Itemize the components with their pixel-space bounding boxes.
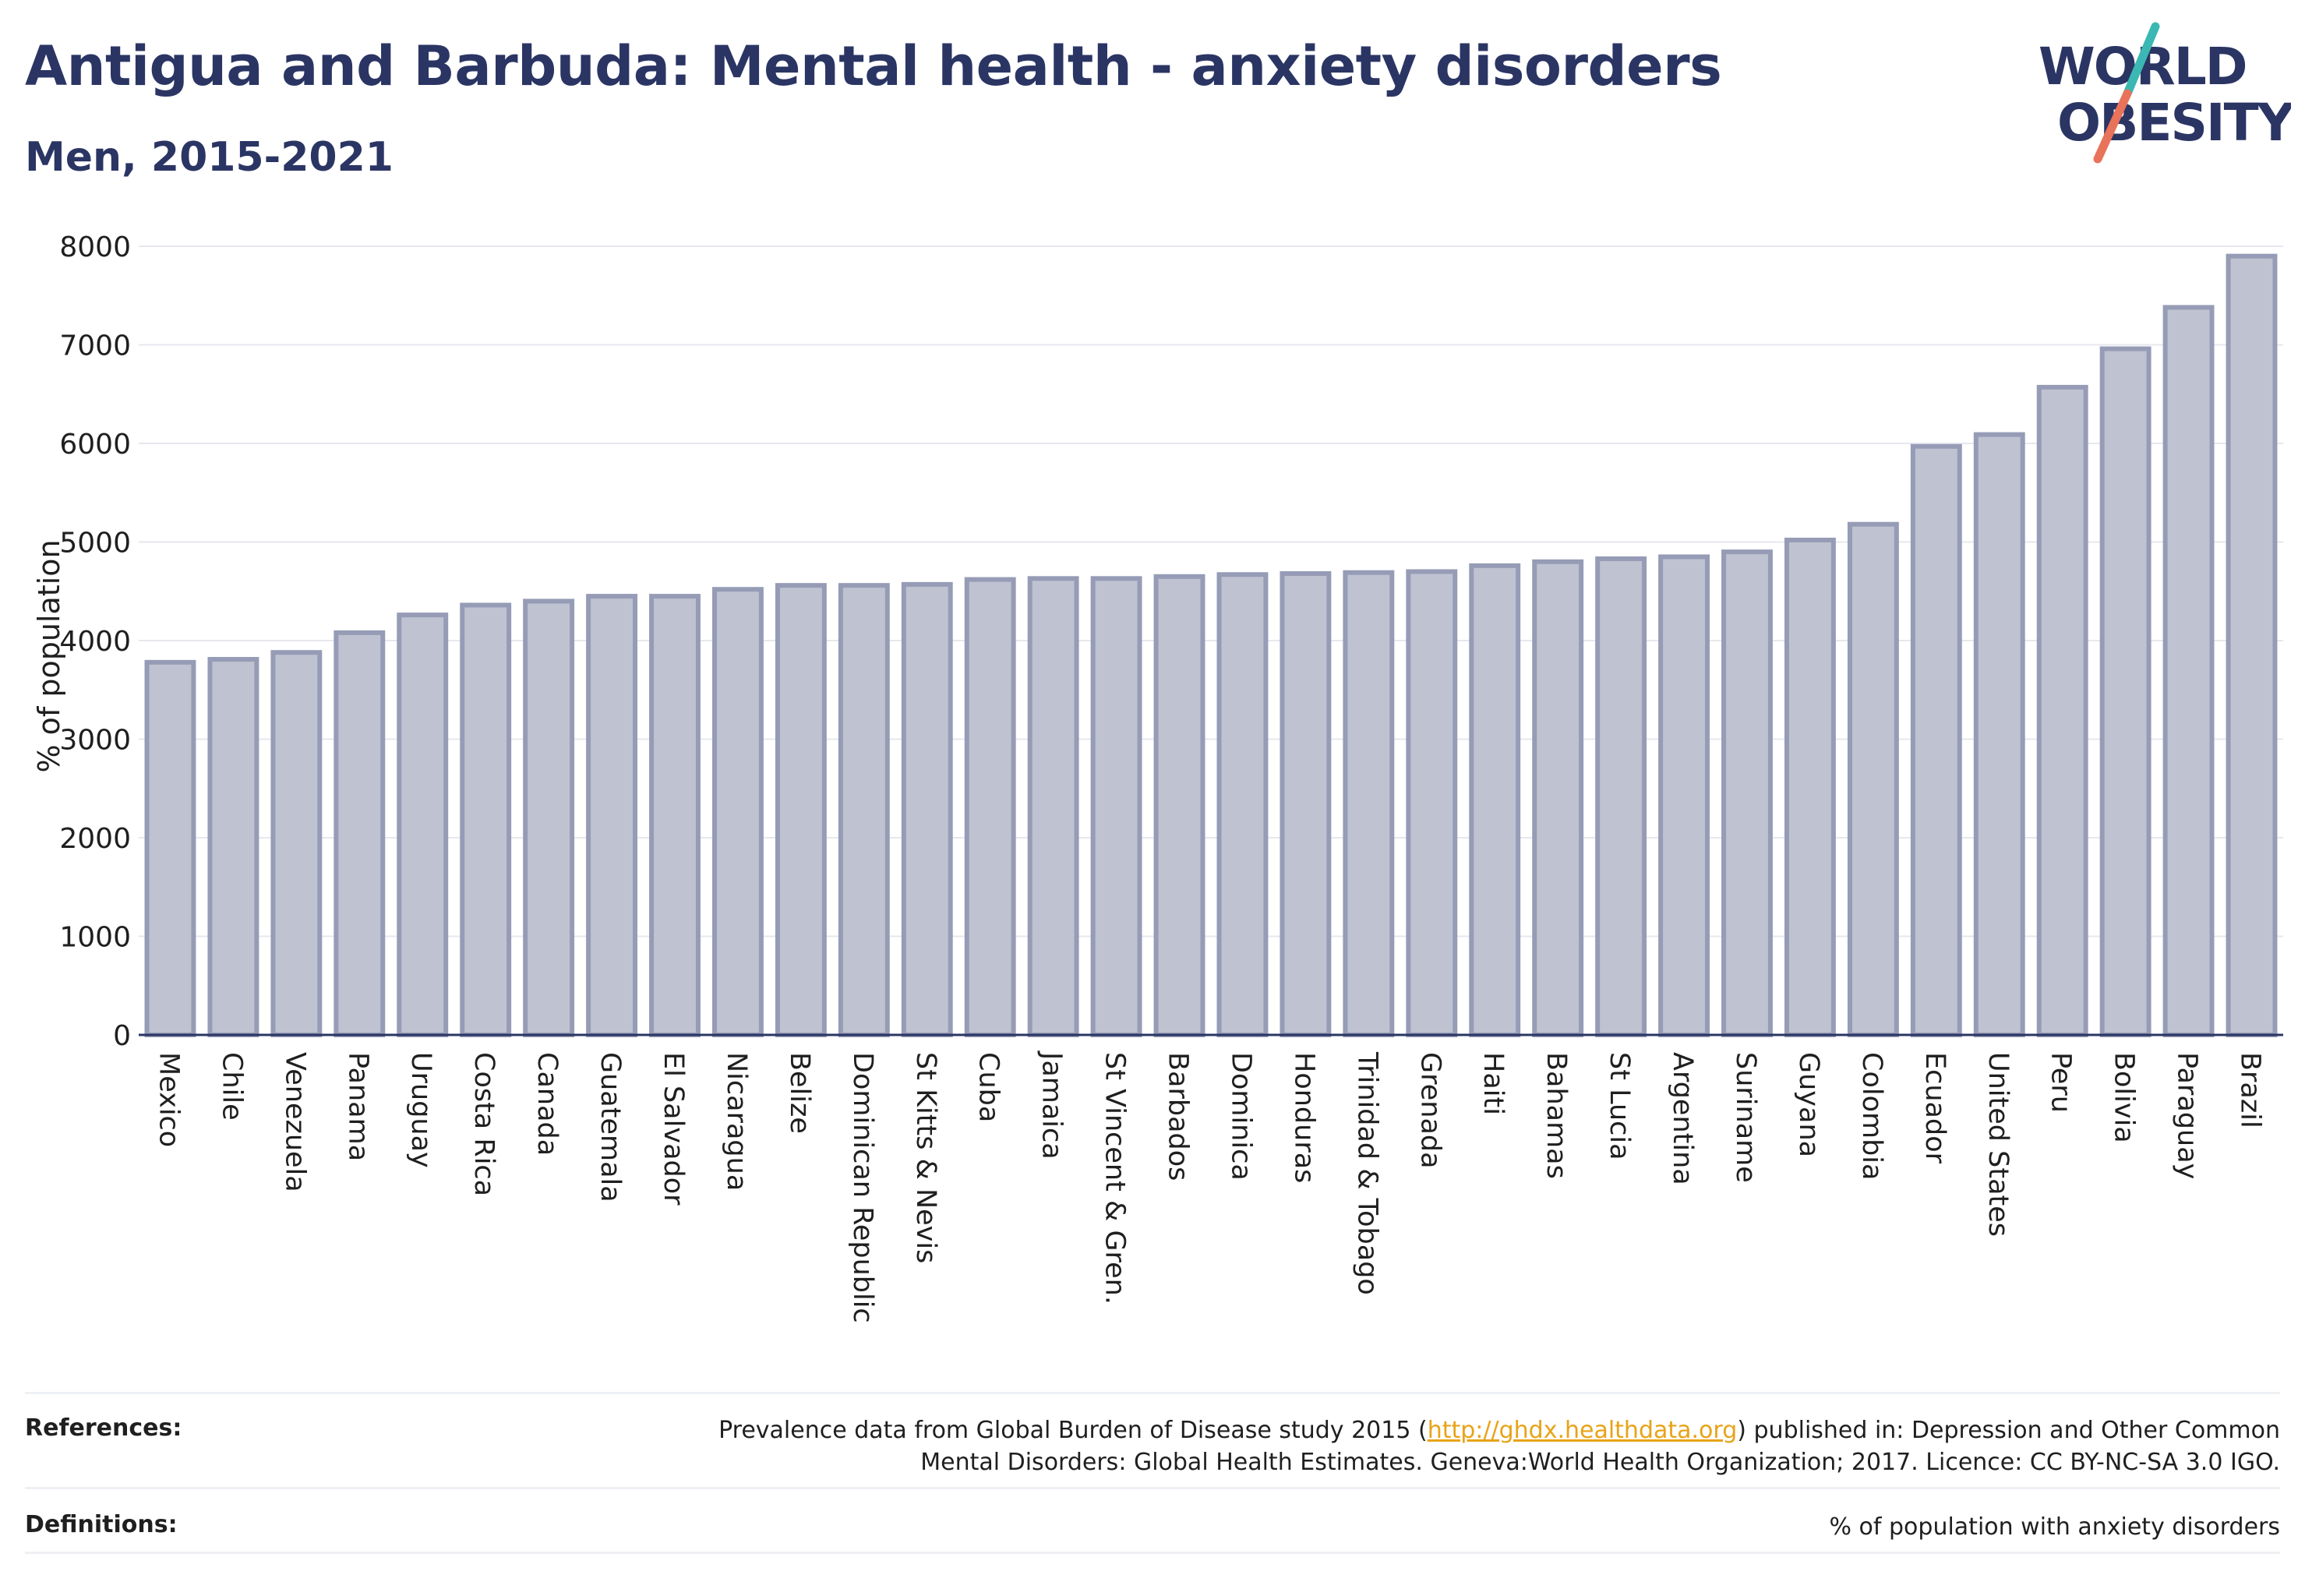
bar xyxy=(1973,432,2025,1037)
logo-word-obesity: OBESITY xyxy=(2057,93,2291,153)
x-tick-label: Colombia xyxy=(1856,1052,1887,1180)
x-tick-label: Grenada xyxy=(1414,1052,1445,1169)
y-tick-label: 6000 xyxy=(59,429,131,461)
bar xyxy=(1280,570,1332,1037)
x-tick-label: Argentina xyxy=(1667,1052,1698,1185)
y-tick-label: 0 xyxy=(113,1020,131,1052)
y-tick-labels: 0 1000 2000 3000 4000 5000 6000 7000 8000 xyxy=(59,231,131,1052)
definitions-label: Definitions: xyxy=(25,1511,178,1538)
bar xyxy=(1532,559,1584,1037)
definitions-text: % of population with anxiety disorders xyxy=(1829,1513,2280,1541)
x-tick-label: Nicaragua xyxy=(721,1052,752,1191)
references-text-start: Prevalence data from Global Burden of Di… xyxy=(718,1417,1428,1444)
x-tick-labels: Mexico Chile Venezuela Panama Uruguay Costa R… xyxy=(153,1050,2265,1323)
bar-chart: 0 1000 2000 3000 4000 5000 6000 7000 8000 Mexico… xyxy=(32,231,2283,1323)
bar xyxy=(1910,443,1962,1037)
logo-slash-coral xyxy=(2093,89,2132,164)
bars xyxy=(144,253,2278,1038)
x-tick-label: Mexico xyxy=(153,1052,184,1147)
x-tick-label: Brazil xyxy=(2235,1052,2266,1128)
bar xyxy=(711,587,764,1037)
x-tick-label: United States xyxy=(1982,1052,2014,1237)
bar xyxy=(1595,556,1647,1037)
definitions-row: Definitions: % of population with anxiet… xyxy=(25,1487,2280,1554)
bar xyxy=(334,630,386,1037)
x-tick-label: Cuba xyxy=(973,1052,1004,1122)
x-tick-label: Jamaica xyxy=(1036,1050,1068,1160)
references-row: References: Prevalence data from Global … xyxy=(25,1392,2280,1487)
x-tick-label: Bolivia xyxy=(2109,1052,2140,1143)
x-tick-label: Chile xyxy=(216,1052,247,1121)
bar xyxy=(1216,572,1269,1037)
x-tick-label: Haiti xyxy=(1477,1052,1509,1115)
bar xyxy=(586,594,638,1037)
references-text-line2: Mental Disorders: Global Health Estimate… xyxy=(920,1449,2280,1476)
x-tick-label: Dominica xyxy=(1225,1052,1256,1181)
x-tick-label: Honduras xyxy=(1288,1052,1319,1183)
footer: References: Prevalence data from Global … xyxy=(25,1392,2280,1554)
bar xyxy=(1469,563,1521,1037)
bar xyxy=(964,577,1016,1037)
logo-slash-teal xyxy=(2123,22,2160,98)
bar xyxy=(1153,574,1205,1037)
x-tick-label: St Vincent & Gren. xyxy=(1100,1052,1131,1305)
bar xyxy=(649,594,701,1037)
y-tick-label: 4000 xyxy=(59,626,131,658)
references-text: Prevalence data from Global Burden of Di… xyxy=(718,1414,2280,1487)
y-tick-label: 2000 xyxy=(59,823,131,855)
x-tick-label: Suriname xyxy=(1730,1052,1761,1183)
bar xyxy=(838,583,890,1037)
x-tick-label: El Salvador xyxy=(658,1052,689,1206)
bar xyxy=(1343,570,1395,1037)
bar xyxy=(1784,537,1836,1037)
references-text-end: ) published in: Depression and Other Com… xyxy=(1737,1417,2280,1444)
bar xyxy=(207,657,259,1037)
y-axis-label: % of population xyxy=(32,539,66,772)
y-tick-label: 1000 xyxy=(59,922,131,954)
bar xyxy=(2226,253,2278,1037)
x-tick-label: Trinidad & Tobago xyxy=(1351,1051,1382,1295)
x-tick-label: Costa Rica xyxy=(468,1052,499,1196)
y-tick-label: 7000 xyxy=(59,330,131,362)
x-tick-label: St Kitts & Nevis xyxy=(910,1052,941,1263)
x-tick-label: Canada xyxy=(531,1052,563,1156)
bar xyxy=(775,583,827,1037)
x-tick-label: Belize xyxy=(784,1052,815,1134)
bar xyxy=(1658,554,1710,1037)
x-tick-label: St Lucia xyxy=(1604,1052,1635,1160)
bar xyxy=(901,581,953,1037)
y-tick-label: 5000 xyxy=(59,528,131,560)
references-label: References: xyxy=(25,1414,182,1442)
x-tick-label: Ecuador xyxy=(1919,1052,1950,1164)
references-link[interactable]: http://ghdx.healthdata.org xyxy=(1427,1417,1738,1444)
bar xyxy=(144,659,196,1038)
bar xyxy=(2036,384,2088,1037)
x-tick-label: Guyana xyxy=(1793,1052,1824,1157)
y-tick-label: 8000 xyxy=(59,231,131,263)
x-tick-label: Peru xyxy=(2046,1052,2077,1113)
chart-title: Antigua and Barbuda: Mental health - anx… xyxy=(25,34,1722,98)
x-tick-label: Uruguay xyxy=(405,1052,436,1168)
y-tick-label: 3000 xyxy=(59,725,131,757)
bar xyxy=(397,613,449,1037)
x-tick-label: Panama xyxy=(342,1052,373,1161)
x-tick-label: Guatemala xyxy=(595,1052,626,1202)
bar xyxy=(460,602,512,1037)
bar xyxy=(2162,305,2215,1037)
x-tick-label: Paraguay xyxy=(2172,1052,2203,1179)
chart-subtitle: Men, 2015-2021 xyxy=(25,134,394,181)
bar xyxy=(523,598,575,1037)
x-tick-label: Dominican Republic xyxy=(847,1052,878,1323)
x-tick-label: Barbados xyxy=(1163,1052,1194,1181)
bar xyxy=(1721,549,1773,1037)
x-tick-label: Venezuela xyxy=(279,1052,310,1192)
x-tick-label: Bahamas xyxy=(1541,1052,1572,1179)
bar xyxy=(270,650,323,1037)
world-obesity-logo: WORLD OBESITY xyxy=(2038,22,2291,164)
bar xyxy=(1090,576,1142,1037)
bar xyxy=(1027,576,1079,1037)
bar xyxy=(2099,346,2151,1037)
bar xyxy=(1847,521,1899,1037)
bar xyxy=(1406,569,1458,1037)
